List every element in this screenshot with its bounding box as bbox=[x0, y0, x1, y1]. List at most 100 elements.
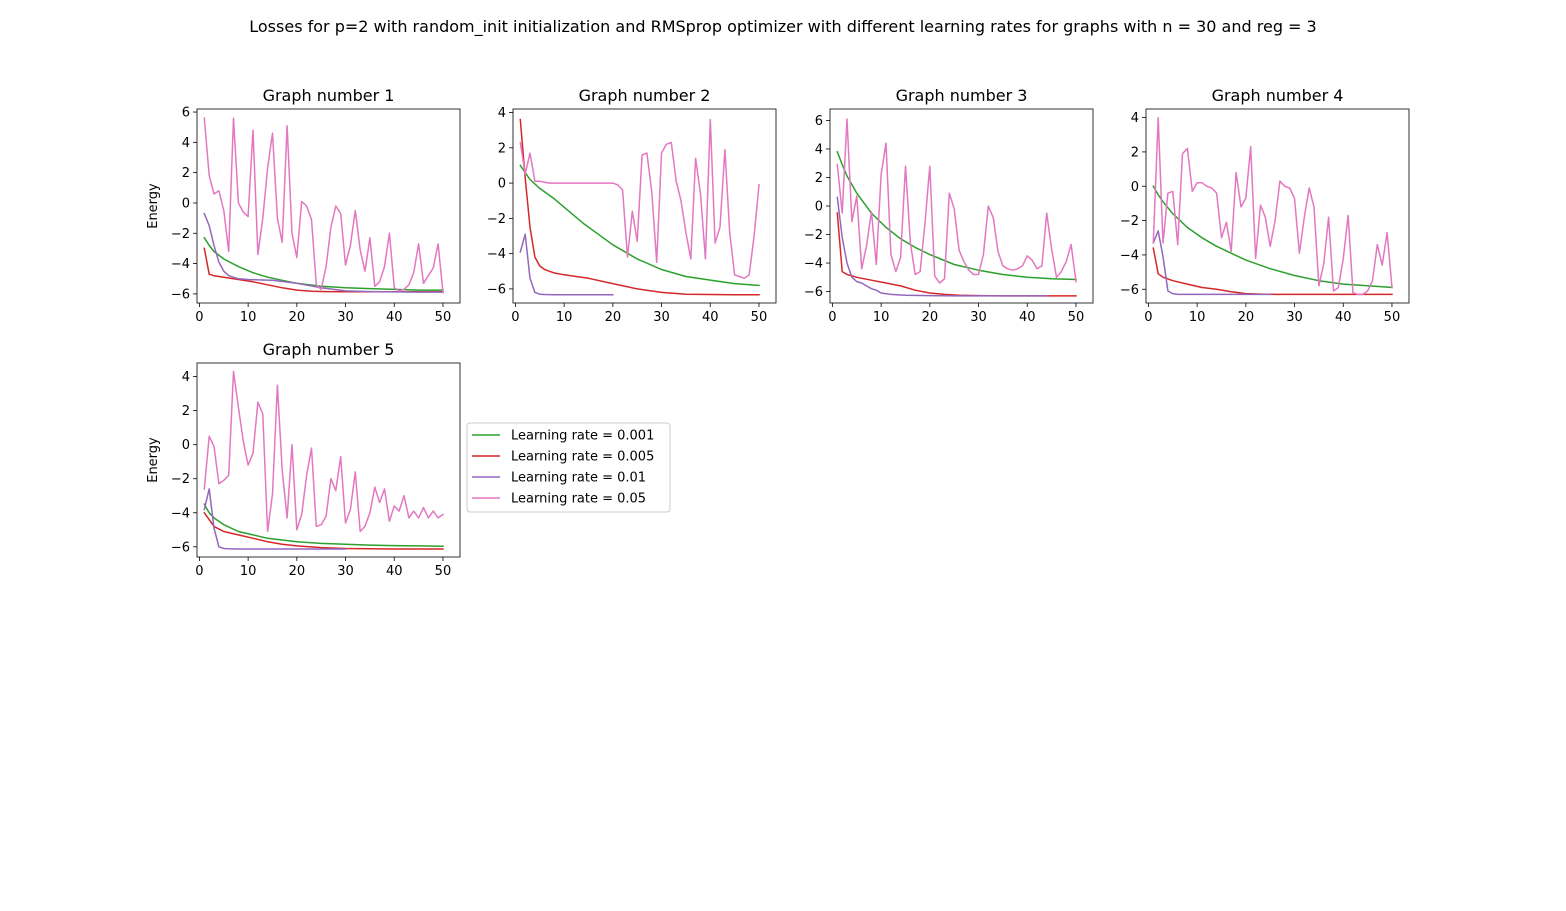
y-tick-label: 2 bbox=[182, 404, 190, 419]
legend-label: Learning rate = 0.005 bbox=[511, 450, 654, 465]
subplot-title: Graph number 1 bbox=[263, 86, 395, 105]
subplot-title: Graph number 2 bbox=[579, 86, 711, 105]
y-tick-label: 4 bbox=[1131, 111, 1139, 126]
series-line-4 bbox=[519, 118, 760, 280]
series-lines bbox=[836, 118, 1077, 297]
y-tick-label: 0 bbox=[815, 200, 823, 215]
y-tick-label: −6 bbox=[487, 282, 506, 297]
series-line-4 bbox=[203, 370, 445, 533]
y-tick-label: −6 bbox=[1120, 283, 1139, 298]
x-tick-label: 0 bbox=[1144, 310, 1152, 325]
subplot-4: Graph number 4 0 10 20 30 40 50 −6 −4 −2 0 2 4 bbox=[1120, 86, 1410, 325]
x-tick-label: 0 bbox=[828, 310, 836, 325]
subplot-2: Graph number 2 0 10 20 30 40 50 −6 −4 −2 0 2 4 bbox=[487, 86, 777, 325]
y-tick-label: 4 bbox=[182, 136, 190, 151]
figure-title: Losses for p=2 with random_init initiali… bbox=[249, 17, 1316, 37]
series-line-3 bbox=[519, 233, 614, 296]
y-tick-label: 6 bbox=[182, 106, 190, 121]
y-axis-label: Energy bbox=[146, 437, 161, 483]
x-tick-label: 20 bbox=[1238, 310, 1255, 325]
series-line-3 bbox=[836, 196, 1048, 297]
y-tick-label: −4 bbox=[171, 506, 190, 521]
series-line-1 bbox=[519, 164, 760, 287]
series-line-3 bbox=[1152, 230, 1271, 296]
series-line-3 bbox=[203, 212, 444, 293]
x-tick-label: 30 bbox=[970, 310, 987, 325]
y-tick-label: 0 bbox=[182, 438, 190, 453]
subplot-1: Graph number 1 0 10 20 30 40 50 −6 −4 −2 0 2 4 6 Energ… bbox=[146, 86, 461, 325]
y-tick-label: −6 bbox=[171, 540, 190, 555]
series-lines bbox=[203, 117, 444, 294]
x-tick-label: 10 bbox=[1189, 310, 1206, 325]
axes-frame bbox=[1145, 108, 1410, 304]
subplots: Graph number 10 10 20 30 40 50−6−4−20246Energ… bbox=[146, 86, 1410, 579]
x-tick-label: 40 bbox=[386, 310, 403, 325]
y-tick-label: 2 bbox=[815, 171, 823, 186]
series-line-3 bbox=[203, 488, 347, 550]
x-tick-label: 10 bbox=[240, 310, 257, 325]
axes-frame bbox=[196, 362, 461, 558]
y-tick-label: −2 bbox=[171, 472, 190, 487]
x-tick-label: 10 bbox=[240, 564, 257, 579]
y-tick-label: −2 bbox=[487, 212, 506, 227]
x-tick-label: 30 bbox=[1286, 310, 1303, 325]
x-tick-label: 40 bbox=[1335, 310, 1352, 325]
axes-frame bbox=[512, 108, 777, 304]
x-tick-label: 10 bbox=[556, 310, 573, 325]
series-line-2 bbox=[519, 118, 760, 296]
series-line-4 bbox=[1152, 116, 1393, 296]
y-axis-label: Energy bbox=[146, 183, 161, 229]
y-tick-label: 2 bbox=[498, 141, 506, 156]
x-tick-label: 50 bbox=[1068, 310, 1085, 325]
x-tick-label: 50 bbox=[1384, 310, 1401, 325]
legend-label: Learning rate = 0.01 bbox=[511, 471, 646, 486]
y-tick-label: −2 bbox=[804, 228, 823, 243]
series-lines bbox=[1152, 116, 1393, 296]
x-tick-label: 20 bbox=[605, 310, 622, 325]
y-tick-label: 0 bbox=[1131, 180, 1139, 195]
x-tick-label: 40 bbox=[1019, 310, 1036, 325]
series-lines bbox=[519, 118, 760, 296]
legend: Learning rate = 0.001 Learning rate = 0.0… bbox=[466, 422, 671, 513]
x-tick-label: 40 bbox=[386, 564, 403, 579]
y-tick-label: 4 bbox=[182, 370, 190, 385]
x-tick-label: 50 bbox=[435, 564, 452, 579]
series-lines bbox=[203, 370, 445, 550]
y-tick-label: −2 bbox=[171, 227, 190, 242]
y-tick-label: 4 bbox=[498, 106, 506, 121]
y-tick-label: 2 bbox=[182, 166, 190, 181]
subplot-5: Graph number 5 0 10 20 30 40 50 −6 −4 −2 0 2 4 Energy bbox=[146, 340, 461, 579]
subplot-3: Graph number 3 0 10 20 30 40 50 −6 −4 −2 0 2 4 6 bbox=[804, 86, 1094, 325]
x-tick-label: 20 bbox=[922, 310, 939, 325]
y-tick-label: −2 bbox=[1120, 214, 1139, 229]
x-tick-label: 40 bbox=[702, 310, 719, 325]
y-tick-label: 6 bbox=[815, 114, 823, 129]
x-tick-label: 30 bbox=[653, 310, 670, 325]
y-tick-label: −4 bbox=[1120, 248, 1139, 263]
x-tick-label: 20 bbox=[289, 564, 306, 579]
legend-box bbox=[466, 422, 671, 513]
subplot-title: Graph number 3 bbox=[896, 86, 1028, 105]
y-tick-label: 0 bbox=[498, 177, 506, 192]
series-line-4 bbox=[203, 117, 444, 294]
x-tick-label: 10 bbox=[873, 310, 890, 325]
y-tick-label: 4 bbox=[815, 142, 823, 157]
series-line-2 bbox=[1152, 247, 1393, 296]
x-tick-label: 0 bbox=[195, 310, 203, 325]
series-line-1 bbox=[203, 503, 444, 548]
series-line-2 bbox=[203, 511, 444, 550]
y-tick-label: 2 bbox=[1131, 145, 1139, 160]
x-tick-label: 50 bbox=[751, 310, 768, 325]
axes-frame bbox=[196, 108, 461, 304]
subplot-title: Graph number 4 bbox=[1212, 86, 1344, 105]
y-tick-label: −4 bbox=[171, 257, 190, 272]
x-tick-label: 50 bbox=[435, 310, 452, 325]
series-line-4 bbox=[836, 118, 1077, 284]
x-tick-label: 30 bbox=[337, 564, 354, 579]
y-tick-label: 0 bbox=[182, 196, 190, 211]
legend-label: Learning rate = 0.05 bbox=[511, 492, 646, 507]
y-tick-label: −4 bbox=[804, 257, 823, 272]
legend-label: Learning rate = 0.001 bbox=[511, 429, 654, 444]
subplot-title: Graph number 5 bbox=[263, 340, 395, 359]
